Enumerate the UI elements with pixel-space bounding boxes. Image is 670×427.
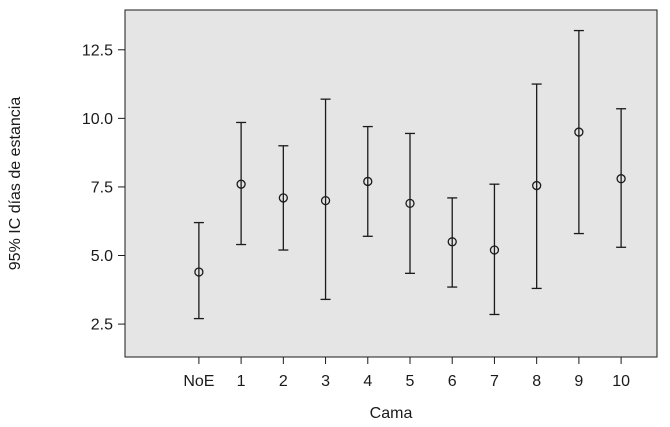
y-tick-label: 2.5 bbox=[91, 317, 113, 334]
error-bar bbox=[320, 98, 331, 301]
error-bar bbox=[531, 83, 542, 290]
x-tick-label: 6 bbox=[448, 373, 457, 390]
x-tick-label: 5 bbox=[406, 373, 415, 390]
error-bar bbox=[447, 197, 458, 288]
x-tick-label: 4 bbox=[363, 373, 372, 390]
error-bars bbox=[193, 29, 627, 320]
mean-marker bbox=[236, 179, 246, 189]
mean-marker bbox=[194, 267, 204, 277]
y-tick-label: 12.5 bbox=[82, 42, 113, 59]
mean-marker bbox=[447, 237, 457, 247]
x-tick-label: 9 bbox=[574, 373, 583, 390]
error-bar bbox=[362, 125, 373, 237]
error-bar bbox=[616, 108, 627, 248]
mean-marker bbox=[616, 174, 626, 184]
y-tick-label: 5.0 bbox=[91, 248, 113, 265]
mean-marker bbox=[489, 245, 500, 255]
x-tick-label: 7 bbox=[490, 373, 499, 390]
y-axis: 2.5 5.0 7.5 10.0 12.5 bbox=[82, 42, 125, 334]
error-bar bbox=[236, 121, 247, 246]
mean-marker bbox=[320, 195, 331, 206]
x-tick-label: 1 bbox=[237, 373, 246, 390]
error-bar bbox=[573, 29, 584, 235]
error-bar bbox=[278, 145, 289, 251]
mean-marker bbox=[363, 176, 373, 187]
x-axis-title: Cama bbox=[370, 405, 413, 422]
y-axis-title: 95% IC días de estancia bbox=[7, 97, 24, 271]
x-tick-label: NoE bbox=[183, 373, 214, 390]
mean-marker bbox=[532, 180, 542, 191]
x-tick-label: 2 bbox=[279, 373, 288, 390]
mean-marker bbox=[574, 127, 584, 137]
error-bar bbox=[405, 132, 415, 274]
mean-marker bbox=[278, 193, 288, 203]
mean-marker bbox=[405, 198, 415, 209]
x-tick-label: 8 bbox=[532, 373, 541, 390]
x-tick-label: 10 bbox=[612, 373, 630, 390]
plot-area bbox=[124, 9, 658, 358]
y-tick-label: 10.0 bbox=[82, 111, 113, 128]
error-bar bbox=[489, 183, 500, 316]
x-tick-label: 3 bbox=[321, 373, 330, 390]
error-bar bbox=[193, 221, 204, 320]
x-axis: NoE 1 2 3 4 5 6 7 8 9 10 bbox=[183, 357, 630, 390]
y-tick-label: 7.5 bbox=[91, 179, 113, 196]
